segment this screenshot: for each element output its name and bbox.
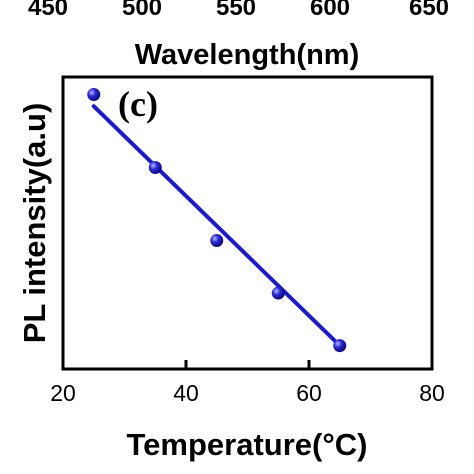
top-tick-label-1: 500 (122, 0, 162, 21)
data-point-4 (333, 339, 347, 353)
x-axis-tick-labels: 20 40 60 80 (50, 380, 445, 406)
fit-line (91, 104, 345, 351)
data-points-layer (87, 88, 347, 353)
data-point-0 (87, 88, 101, 102)
fit-line-layer (91, 104, 345, 351)
top-tick-label-0: 450 (28, 0, 68, 21)
plot-frame (61, 75, 434, 371)
top-tick-label-2: 550 (216, 0, 256, 21)
top-axis-tick-labels: 450 500 550 600 650 (28, 0, 449, 21)
x-axis-title: Temperature(°C) (127, 427, 368, 462)
data-point-2 (210, 234, 224, 248)
x-tick-label-1: 40 (173, 380, 199, 406)
x-axis-ticks (61, 360, 434, 369)
x-tick-label-2: 60 (296, 380, 322, 406)
top-tick-label-4: 650 (409, 0, 449, 21)
data-point-1 (148, 161, 162, 175)
x-tick-label-3: 80 (419, 380, 445, 406)
data-point-3 (271, 286, 285, 300)
y-axis-title: PL intensity(a.u) (17, 103, 52, 344)
x-tick-label-0: 20 (50, 380, 76, 406)
top-tick-label-3: 600 (310, 0, 350, 21)
top-axis-label: Wavelength(nm) (135, 39, 359, 71)
panel-label: (c) (118, 84, 158, 124)
